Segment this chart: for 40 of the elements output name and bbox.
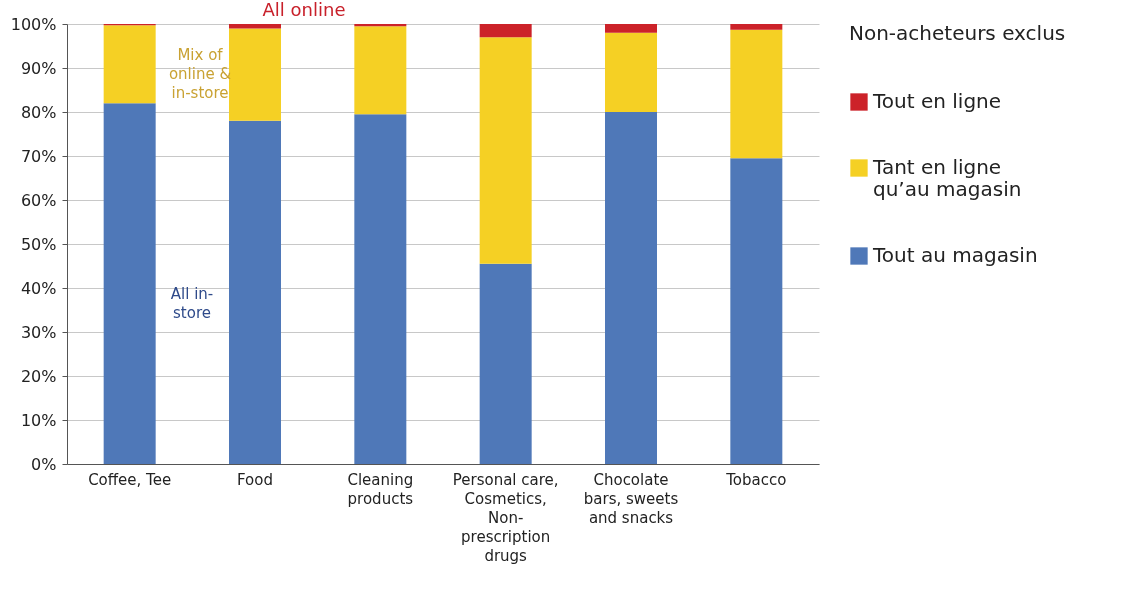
bar [103,25,156,104]
bar [730,158,783,464]
bar [479,37,532,264]
x-tick-label: Food [237,470,273,489]
legend-label: Tout en ligne [872,89,1002,113]
bar [605,24,657,33]
bar [354,114,407,464]
y-tick-label: 60% [20,190,57,210]
annotation: All in-store [170,285,214,322]
y-tick-label: 40% [20,278,57,298]
y-tick-label: 50% [20,234,57,254]
legend-label: Tant en ligne qu’au magasin [872,155,1022,201]
bar [730,24,783,30]
y-tick-label: 30% [20,322,57,342]
y-tick-label: 10% [20,410,57,430]
legend-label: Tout au magasin [872,243,1038,267]
bar [354,24,407,27]
y-tick-label: 100% [10,14,57,34]
y-tick-label: 0% [31,454,57,474]
y-tick-label: 20% [20,366,57,386]
bar [354,26,407,115]
y-tick-label: 90% [20,58,57,78]
bar [730,29,783,159]
bar [229,120,281,464]
bar [103,103,156,464]
x-tick-label: Personal care, Cosmetics, Non-prescription drugs [452,470,559,565]
bar [605,32,657,112]
y-tick-label: 70% [20,146,57,166]
bar [229,28,281,121]
text: All online [262,0,346,20]
legend-title: Non-acheteurs exclus [849,21,1066,45]
bar [605,112,657,464]
x-tick-label: Tobacco [725,470,787,489]
y-tick-label: 80% [20,102,57,122]
bar [229,24,281,29]
x-tick-label: Cleaning products [347,470,414,508]
bar [479,263,532,464]
x-tick-label: Coffee, Tee [88,470,172,489]
bar [479,24,532,38]
x-tick-label: Chocolate bars, sweets and snacks [583,470,679,527]
